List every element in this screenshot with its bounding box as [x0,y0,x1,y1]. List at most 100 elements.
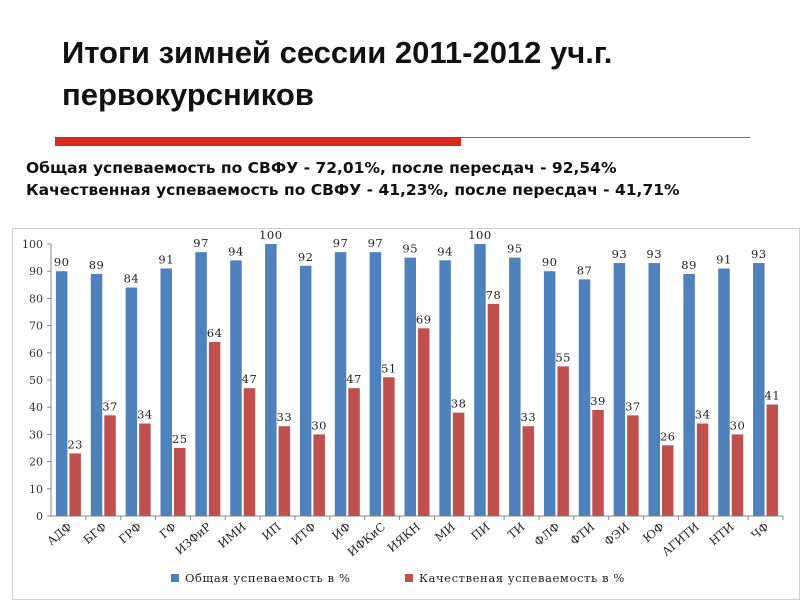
bar-quality [104,415,116,516]
data-label: 30 [311,418,327,432]
bar-quality [348,388,360,516]
bar-quality [766,404,779,516]
bar-overall [404,257,416,516]
data-label: 39 [590,394,606,408]
bar-quality [592,409,604,516]
legend-quality-label: Качественая успеваемость в % [419,571,625,585]
category-label: ЧФ [748,520,771,543]
data-label: 93 [751,247,767,261]
accent-bar [55,137,461,146]
bar-overall [334,252,347,516]
bar-quality [696,423,709,516]
bar-quality [243,388,256,516]
category-label: НТИ [706,520,736,549]
data-label: 90 [54,255,70,269]
data-label: 78 [486,288,502,302]
y-tick-label: 20 [29,456,43,469]
data-label: 97 [193,236,209,250]
data-label: 84 [124,272,140,286]
bar-overall [55,271,68,516]
bar-overall [718,268,730,516]
title-line-2: первокурсников [62,77,314,112]
data-label: 41 [765,388,781,402]
data-label: 90 [542,255,558,269]
y-tick-label: 80 [29,292,43,305]
bar-quality [174,448,186,516]
legend-overall-swatch [171,574,179,582]
bar-overall [195,252,207,516]
y-tick-label: 0 [36,510,43,523]
bar-overall [578,279,591,516]
y-tick-label: 50 [29,374,43,387]
y-tick-label: 90 [29,265,43,278]
bar-quality [452,412,465,516]
data-label: 33 [521,410,537,424]
bar-overall [230,260,242,516]
data-label: 97 [333,236,349,250]
data-label: 26 [660,429,676,443]
data-label: 89 [89,258,105,272]
bar-chart: 0 10 20 30 40 50 60 70 80 90 100 90 23 АДФ 89 37 БГФ 84 34… [22,228,784,585]
data-label: 64 [207,326,223,340]
category-label: ЮФ [640,520,667,546]
data-label: 100 [468,229,491,242]
data-label: 23 [67,437,83,451]
bar-quality [139,423,151,516]
data-label: 94 [228,244,244,258]
bar-overall [265,244,277,516]
data-label: 91 [716,252,732,266]
bar-overall [613,263,626,516]
category-label: ИТФ [288,520,318,548]
category-label: ГРФ [116,520,144,547]
data-label: 91 [158,252,174,266]
data-label: 51 [381,361,397,375]
y-tick-label: 30 [29,428,43,441]
bar-overall [648,263,660,516]
data-label: 38 [451,397,467,411]
bar-quality [557,366,569,516]
bar-overall [439,260,451,516]
page-title: Итоги зимней сессии 2011-2012 уч.г. перв… [62,32,762,116]
data-label: 95 [402,242,418,256]
category-label: ИЯКН [385,520,423,555]
data-label: 47 [242,372,258,386]
bar-quality [208,341,221,516]
category-label: ИФ [329,520,353,543]
data-label: 93 [646,247,662,261]
y-tick-label: 10 [29,483,43,496]
bar-quality [731,434,744,516]
bar-overall [299,265,312,516]
data-label: 89 [681,258,697,272]
data-label: 100 [259,229,282,242]
data-label: 94 [437,244,453,258]
bar-quality [313,434,325,516]
data-label: 69 [416,312,432,326]
bar-overall [509,257,521,516]
category-label: ТИ [505,520,528,542]
category-label: ФЛФ [531,520,562,549]
data-label: 97 [368,236,384,250]
category-label: ИМИ [215,520,248,551]
category-label: ГФ [157,520,179,542]
title-line-1: Итоги зимней сессии 2011-2012 уч.г. [62,35,613,70]
data-label: 33 [277,410,293,424]
bar-quality [487,303,500,516]
data-label: 55 [555,350,571,364]
data-label: 95 [507,242,523,256]
chart-container: 0 10 20 30 40 50 60 70 80 90 100 90 23 АДФ 89 37 БГФ 84 34… [12,228,800,600]
data-label: 34 [695,408,711,422]
data-label: 37 [625,399,641,413]
divider-line [461,137,750,138]
bar-overall [90,273,103,516]
category-label: БГФ [81,520,110,547]
bar-quality [662,445,674,516]
bar-overall [683,273,695,516]
bar-overall [125,287,138,516]
bar-overall [369,252,382,516]
bar-quality [522,426,535,516]
y-tick-label: 60 [29,347,43,360]
data-label: 87 [577,263,593,277]
y-tick-label: 40 [29,401,43,414]
bar-quality [69,453,81,516]
category-label: ИФКиС [345,519,389,559]
